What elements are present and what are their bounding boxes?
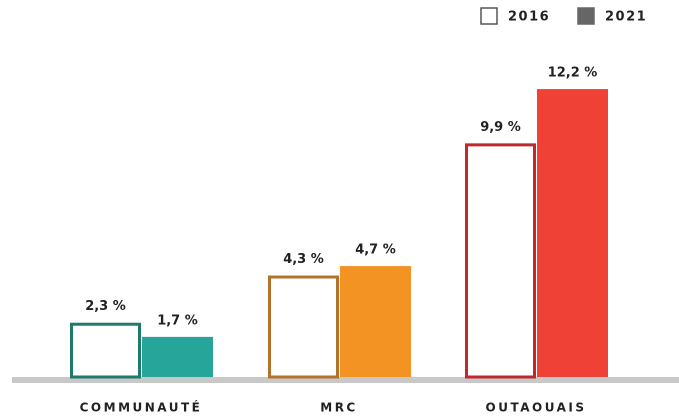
legend-label: 2016 (508, 10, 550, 25)
bar (268, 275, 339, 379)
legend-swatch (480, 7, 498, 25)
x-tick-label: OUTAOUAIS (486, 401, 587, 415)
data-label: 1,7 % (157, 313, 198, 328)
data-label: 4,7 % (355, 243, 396, 258)
data-label: 9,9 % (480, 120, 521, 135)
data-label: 4,3 % (283, 252, 324, 267)
bar (465, 143, 536, 379)
bar (142, 336, 213, 377)
data-label: 2,3 % (85, 299, 126, 314)
legend-label: 2021 (605, 10, 647, 25)
x-tick-label: COMMUNAUTÉ (80, 400, 203, 415)
bar (70, 322, 141, 379)
bar (537, 89, 608, 377)
legend-swatch (577, 7, 595, 25)
bar (340, 266, 411, 377)
baseline (12, 377, 679, 383)
x-tick-label: MRC (320, 401, 358, 415)
data-label: 12,2 % (548, 66, 598, 81)
